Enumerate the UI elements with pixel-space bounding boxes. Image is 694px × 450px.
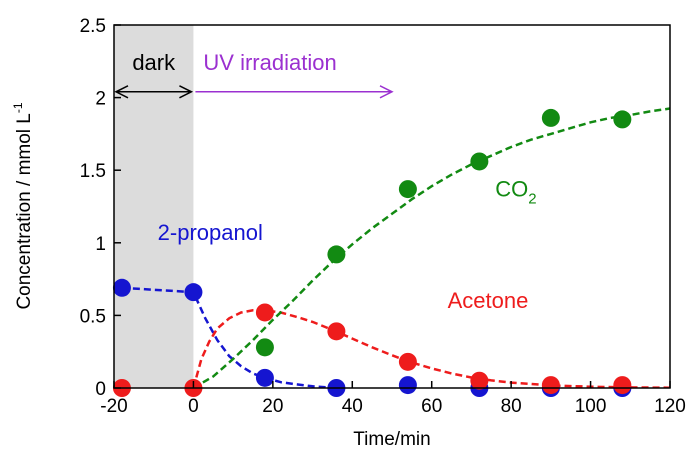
series-label-2-propanol: 2-propanol: [158, 220, 263, 245]
series-label-text: CO: [495, 176, 528, 201]
fit-line-co: [192, 107, 670, 388]
x-tick-label: 80: [501, 396, 522, 417]
dark-region: [114, 25, 194, 388]
data-point-co: [541, 108, 560, 127]
data-point-acetone: [541, 376, 560, 395]
y-tick-label: 1.5: [80, 161, 106, 182]
x-tick-label: 0: [188, 396, 199, 417]
y-axis-title-sup: -1: [11, 102, 25, 113]
data-point-co: [327, 245, 346, 264]
series-label-text: 2-propanol: [158, 220, 263, 245]
series-label-sub: 2: [528, 190, 536, 207]
data-point-acetone: [470, 371, 489, 390]
dark-label: dark: [132, 50, 176, 75]
data-point-acetone: [255, 303, 274, 322]
x-axis-title: Time/min: [353, 429, 430, 450]
y-tick-label: 2: [95, 89, 106, 110]
y-axis-title: Concentration / mmol L-1: [11, 102, 35, 309]
data-point-co: [398, 180, 417, 199]
data-point-co: [255, 338, 274, 357]
uv-label: UV irradiation: [203, 50, 336, 75]
series-label-co: CO2: [495, 176, 536, 207]
data-point-2-propanol: [112, 278, 131, 297]
y-tick-label: 0.5: [80, 306, 106, 327]
y-tick-label: 2.5: [80, 16, 106, 37]
uv-arrow-head: [379, 85, 394, 99]
x-tick-label: 120: [654, 396, 686, 417]
y-axis-title-main: Concentration / mmol L: [14, 113, 35, 309]
data-point-acetone: [613, 376, 632, 395]
data-point-2-propanol: [184, 283, 203, 302]
series-label-acetone: Acetone: [448, 288, 529, 313]
x-tick-label: 60: [421, 396, 442, 417]
fit-line-2-propanol: [121, 286, 341, 388]
plot-frame: [113, 24, 671, 389]
data-point-2-propanol: [398, 376, 417, 395]
dark-arrow-head-right: [179, 85, 194, 99]
y-tick-label: 1: [95, 234, 106, 255]
x-tick-label: 20: [262, 396, 283, 417]
x-tick-label: -20: [100, 396, 127, 417]
data-point-acetone: [398, 352, 417, 371]
data-point-co: [613, 110, 632, 129]
x-tick-label: 100: [575, 396, 607, 417]
data-point-acetone: [327, 322, 346, 341]
x-tick-label: 40: [342, 396, 363, 417]
dark-arrow-head-left: [114, 85, 129, 99]
y-tick-label: 0: [95, 379, 106, 400]
series-label-text: Acetone: [448, 288, 529, 313]
data-point-2-propanol: [255, 368, 274, 387]
data-point-co: [470, 152, 489, 171]
